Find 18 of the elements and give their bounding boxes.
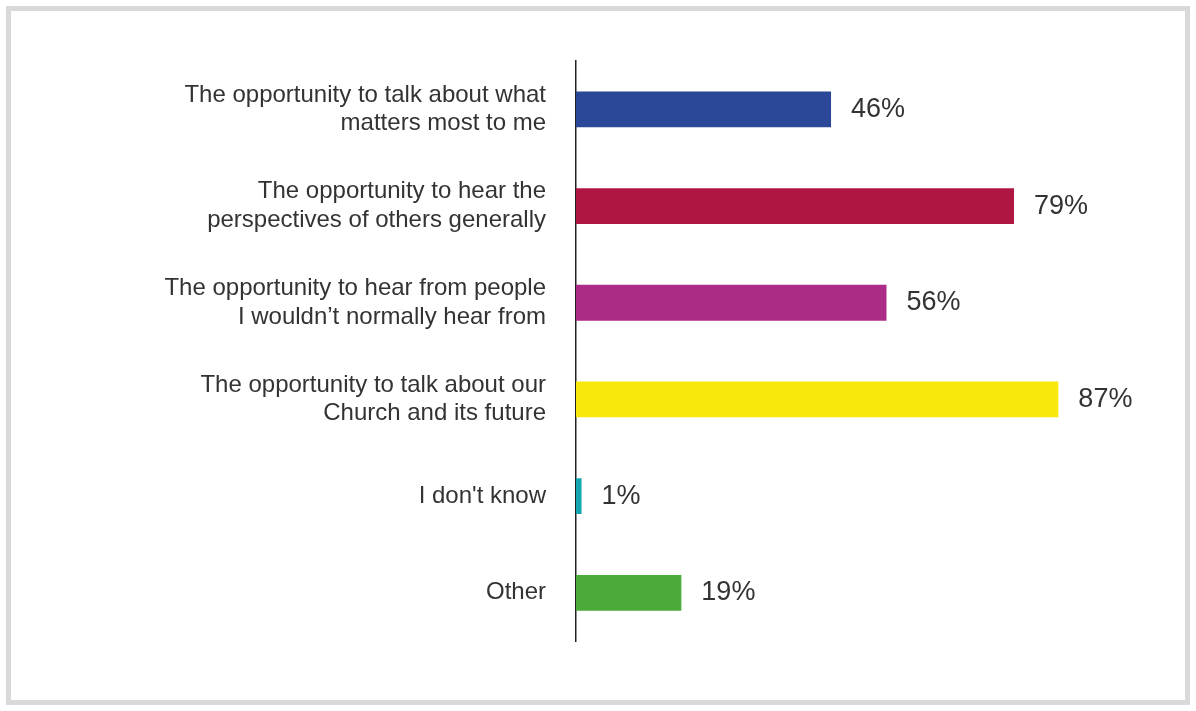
data-label: 1% xyxy=(601,479,641,510)
bar xyxy=(576,188,1015,224)
bar xyxy=(576,91,832,128)
bar xyxy=(576,381,1059,418)
y-tick-label: The opportunity to talk about our Church and its future xyxy=(200,369,546,426)
data-label: 46% xyxy=(851,92,906,123)
data-label: 87% xyxy=(1078,382,1133,413)
y-tick-label: The opportunity to hear from people I wouldn’t normally hear from xyxy=(164,272,546,329)
bar xyxy=(576,478,582,515)
bar xyxy=(576,574,682,611)
y-tick-label: The opportunity to talk about what matters most to me xyxy=(184,79,547,136)
data-label: 56% xyxy=(906,286,961,317)
y-tick-label: I don't know xyxy=(418,480,547,508)
data-label: 79% xyxy=(1034,189,1089,220)
bar xyxy=(576,284,887,321)
y-tick-label: The opportunity to hear the perspectives of others generally xyxy=(207,176,546,233)
data-label: 19% xyxy=(701,576,756,607)
y-tick-label: Other xyxy=(485,577,546,605)
